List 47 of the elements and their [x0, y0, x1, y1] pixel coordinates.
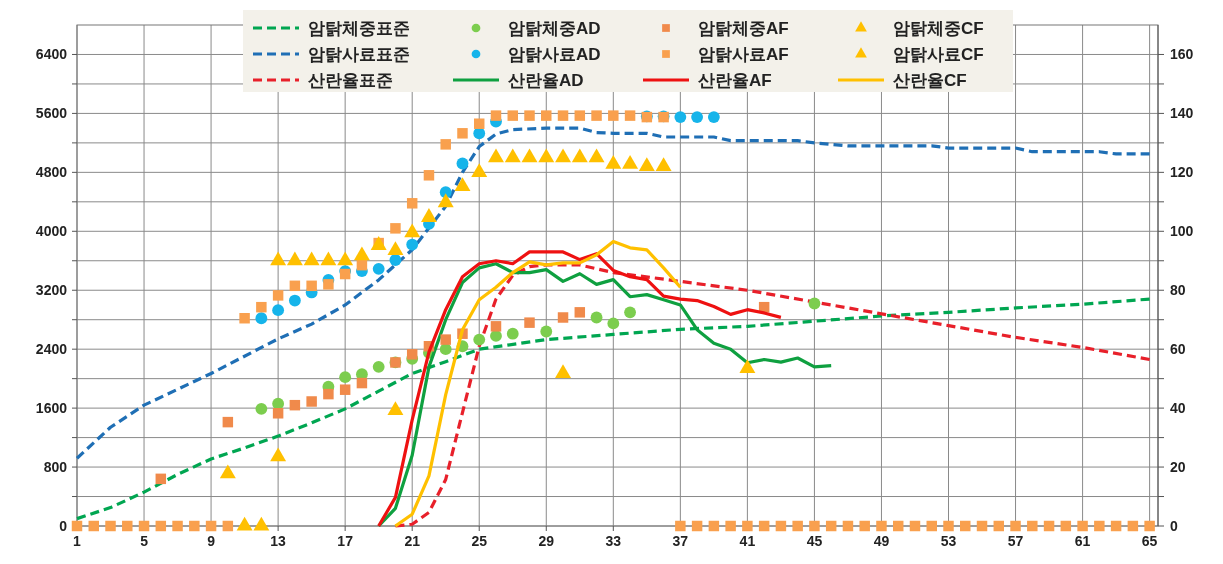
y2-tick-label: 40 [1170, 400, 1186, 417]
legend-label: 산란율표준 [308, 70, 393, 90]
x-tick-label: 57 [1007, 533, 1024, 549]
legend-label: 암탉사료AF [698, 44, 789, 64]
x-tick-label: 25 [471, 533, 488, 549]
y-tick-label: 0 [59, 517, 68, 534]
y2-tick-label: 100 [1170, 223, 1194, 240]
legend-label: 산란율CF [893, 70, 967, 90]
legend-label: 암탉사료AD [508, 44, 601, 64]
x-tick-label: 33 [605, 533, 622, 549]
y-tick-label: 4800 [35, 164, 68, 181]
x-tick-label: 65 [1141, 533, 1158, 549]
y2-tick-label: 80 [1170, 282, 1186, 299]
x-tick-label: 13 [270, 533, 287, 549]
y-tick-label: 1600 [35, 400, 68, 417]
x-tick-label: 61 [1074, 533, 1091, 549]
y-tick-label: 4000 [35, 223, 68, 240]
legend-label: 산란율AF [698, 70, 772, 90]
y-tick-label: 3200 [35, 282, 68, 299]
x-tick-label: 1 [73, 533, 82, 549]
x-tick-label: 37 [672, 533, 689, 549]
legend-label: 암탉사료표준 [308, 44, 410, 64]
x-tick-label: 41 [739, 533, 756, 549]
y-tick-label: 5600 [35, 105, 68, 122]
y2-tick-label: 20 [1170, 458, 1186, 475]
y2-tick-label: 160 [1170, 46, 1194, 63]
y2-tick-label: 120 [1170, 164, 1194, 181]
x-tick-label: 29 [538, 533, 555, 549]
legend-label: 암탉체중CF [893, 18, 984, 38]
x-tick-label: 5 [140, 533, 149, 549]
legend-label: 암탉체중AF [698, 18, 789, 38]
y-tick-label: 800 [43, 458, 68, 475]
x-tick-label: 17 [337, 533, 354, 549]
legend-label: 암탉체중표준 [308, 18, 410, 38]
y-tick-label: 2400 [35, 341, 68, 358]
x-tick-label: 45 [806, 533, 823, 549]
x-tick-label: 53 [940, 533, 957, 549]
x-tick-label: 9 [207, 533, 216, 549]
legend-label: 암탉체중AD [508, 18, 601, 38]
y-tick-label: 6400 [35, 46, 68, 63]
x-tick-label: 49 [873, 533, 890, 549]
y2-tick-label: 0 [1170, 517, 1178, 534]
legend-label: 암탉사료CF [893, 44, 984, 64]
legend-label: 산란율AD [508, 70, 584, 90]
x-tick-label: 21 [404, 533, 421, 549]
y2-tick-label: 60 [1170, 341, 1186, 358]
y2-tick-label: 140 [1170, 105, 1194, 122]
